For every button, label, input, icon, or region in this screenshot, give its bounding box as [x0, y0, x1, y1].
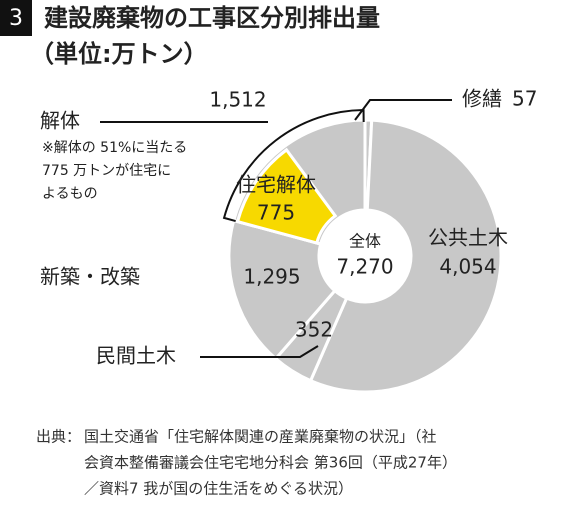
value-label: 352: [295, 318, 333, 342]
highlight-value: 775: [257, 201, 295, 225]
figure-badge: [0, 0, 32, 36]
value-label: 1,295: [243, 265, 300, 289]
center-label: 全体: [349, 232, 381, 251]
leader-line: [200, 345, 319, 358]
category-label: 民間土木: [96, 344, 176, 368]
value-label: 57: [512, 87, 537, 111]
source-label: 出典：: [36, 428, 81, 446]
figure-number: 3: [9, 6, 23, 31]
category-label: 公共土木: [428, 226, 508, 250]
chart-subtitle: （単位:万トン）: [30, 40, 208, 68]
category-label: 新築・改築: [40, 265, 140, 289]
source-line: 会資本整備審議会住宅宅地分科会 第36回（平成27年）: [84, 454, 457, 472]
note-line: よるもの: [42, 186, 98, 202]
leader-line: [354, 99, 452, 121]
value-label: 1,512: [209, 88, 266, 112]
center-total: 7,270: [336, 255, 393, 279]
chart-title: 建設廃棄物の工事区分別排出量: [44, 4, 380, 32]
bracket: [222, 108, 365, 222]
note-line: 775 万トンが住宅に: [42, 163, 171, 179]
value-label: 4,054: [439, 255, 496, 279]
category-label: 解体: [40, 109, 80, 133]
note-line: ※解体の 51%に当たる: [42, 140, 187, 156]
highlight-slice: [235, 147, 338, 245]
source-line: ／資料7 我が国の住生活をめぐる状況）: [84, 480, 353, 498]
center-hole: [319, 210, 411, 302]
highlight-label: 住宅解体: [236, 173, 316, 197]
source-line: 国土交通省「住宅解体関連の産業廃棄物の状況」（社: [84, 428, 437, 446]
category-label: 修繕: [462, 87, 502, 111]
